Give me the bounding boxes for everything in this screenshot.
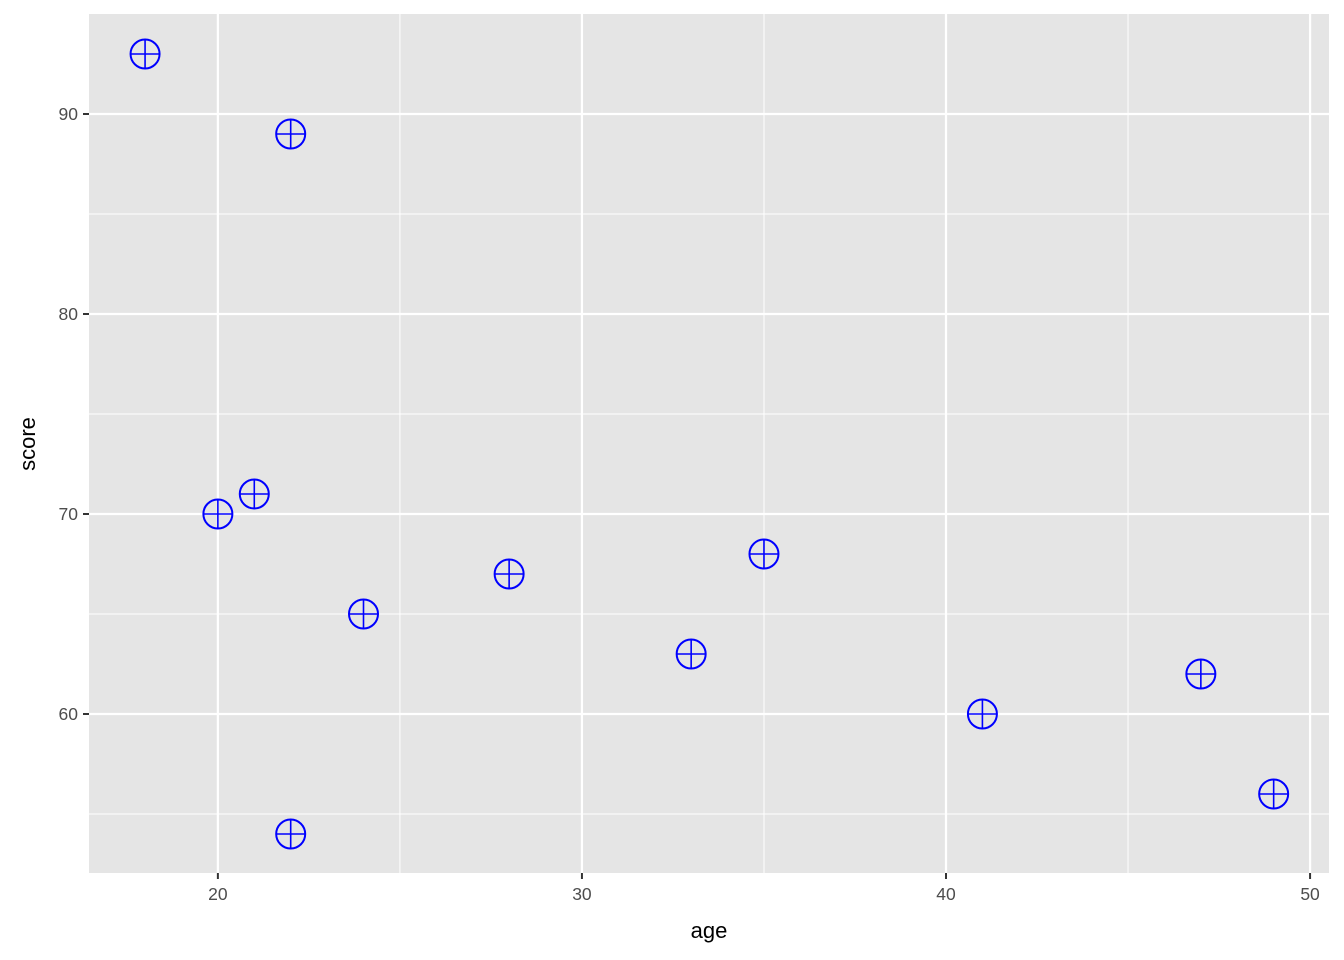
y-tick-label: 90 xyxy=(59,104,79,124)
data-point xyxy=(493,558,525,590)
x-tick-label: 40 xyxy=(936,884,956,904)
data-point xyxy=(675,638,707,670)
y-tick-label: 80 xyxy=(59,304,79,324)
y-tick-label: 60 xyxy=(59,704,79,724)
x-tick-label: 30 xyxy=(572,884,592,904)
data-point xyxy=(202,498,234,530)
y-axis: 60 70 80 90 xyxy=(59,104,89,724)
data-point xyxy=(275,118,307,150)
x-axis-title: age xyxy=(691,918,728,943)
plot-panel xyxy=(89,14,1329,873)
data-points xyxy=(129,38,1290,850)
major-gridlines xyxy=(89,14,1329,873)
data-point xyxy=(348,598,380,630)
minor-gridlines xyxy=(89,14,1329,873)
data-point xyxy=(1258,778,1290,810)
y-tick-label: 70 xyxy=(59,504,79,524)
data-point xyxy=(748,538,780,570)
x-tick-label: 50 xyxy=(1300,884,1320,904)
data-point xyxy=(966,698,998,730)
data-point xyxy=(1185,658,1217,690)
x-tick-label: 20 xyxy=(208,884,228,904)
y-axis-title: score xyxy=(15,417,40,471)
data-point xyxy=(238,478,270,510)
x-axis: 20 30 40 50 xyxy=(208,873,1320,904)
data-point xyxy=(129,38,161,70)
data-point xyxy=(275,818,307,850)
